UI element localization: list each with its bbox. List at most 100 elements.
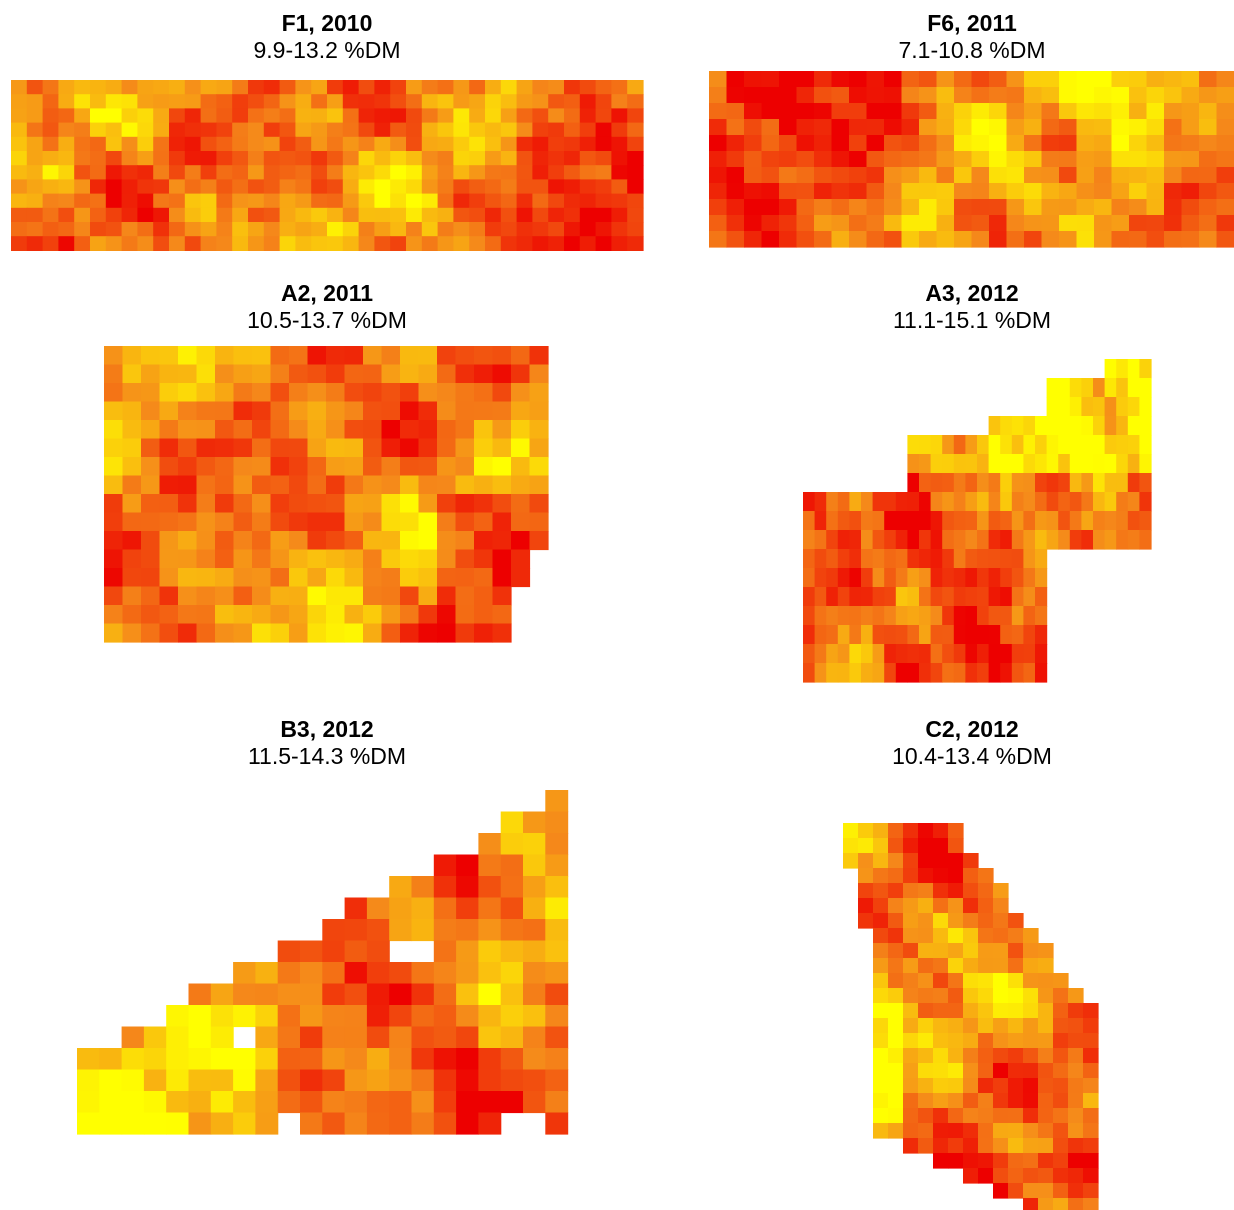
f1-cell: [90, 207, 107, 223]
a2-cell: [178, 586, 198, 606]
f1-cell: [342, 80, 360, 95]
c2-cell: [1053, 1108, 1069, 1124]
a2-cell: [381, 494, 401, 514]
f6-cell: [1199, 103, 1218, 120]
f6-cell: [1024, 231, 1043, 248]
f1-cell: [137, 122, 154, 138]
b3-cell: [389, 962, 413, 985]
a3-cell: [895, 587, 908, 607]
c2-cell: [888, 1003, 904, 1019]
f1-cell: [279, 165, 296, 180]
f1-cell: [216, 193, 233, 209]
c2-cell: [858, 898, 874, 914]
f6-cell: [866, 231, 885, 248]
f6-cell: [971, 167, 990, 184]
a3-cell: [803, 549, 816, 569]
a2-cell: [233, 568, 253, 588]
f6-cell: [709, 103, 728, 120]
a3-cell: [942, 568, 955, 588]
c2-cell: [1008, 1138, 1024, 1154]
f6-cell: [726, 71, 745, 88]
a2-cell: [529, 401, 549, 421]
f1-cell: [421, 94, 439, 109]
a2-cell: [122, 512, 142, 532]
a2-cell: [418, 605, 438, 625]
f1-cell: [516, 80, 533, 95]
a2-cell: [455, 420, 475, 440]
c2-cell: [1053, 1063, 1069, 1079]
f1-cell: [500, 136, 518, 152]
a3-cell: [1000, 416, 1013, 436]
f6-cell: [1111, 135, 1130, 152]
f6-cell: [866, 167, 885, 184]
f1-cell: [90, 136, 107, 152]
a3-cell: [953, 606, 966, 626]
a2-cell: [141, 364, 161, 384]
f1-cell: [469, 207, 486, 223]
f1-cell: [248, 179, 265, 195]
f1-cell: [421, 108, 439, 124]
a2-cell: [307, 364, 327, 384]
f1-cell: [579, 207, 597, 223]
f1-cell: [121, 222, 138, 237]
a3-cell: [930, 663, 943, 683]
f1-cell: [406, 207, 423, 223]
f6-cell: [831, 183, 850, 200]
a2-cell: [418, 549, 438, 569]
b3-cell: [411, 897, 435, 920]
c2-cell: [1023, 958, 1039, 974]
b3-cell: [389, 983, 413, 1006]
a3-cell: [942, 606, 955, 626]
a2-cell: [400, 586, 420, 606]
a2-cell: [418, 494, 438, 514]
f1-cell: [232, 151, 249, 166]
a2-cell: [455, 364, 475, 384]
f1-cell: [58, 94, 75, 109]
f1-cell: [358, 122, 375, 138]
f1-cell: [564, 236, 581, 251]
b3-cell: [500, 919, 524, 942]
a3-cell: [907, 435, 920, 455]
a2-cell: [400, 605, 420, 625]
c2-cell: [948, 913, 964, 929]
f1-cell: [342, 122, 360, 138]
f1-cell: [279, 151, 296, 166]
a3-cell: [895, 568, 908, 588]
a2-cell: [159, 623, 179, 643]
c2-cell: [1023, 1063, 1039, 1079]
c2-cell: [1083, 1033, 1099, 1049]
a2-cell: [344, 475, 364, 495]
f1-cell: [279, 136, 296, 152]
f6-cell: [796, 183, 815, 200]
f1-cell: [184, 136, 202, 152]
a3-cell: [837, 492, 850, 512]
c2-cell: [888, 853, 904, 869]
f1-cell: [453, 179, 470, 195]
a3-cell: [988, 416, 1001, 436]
c2-cell: [978, 928, 994, 944]
a2-cell: [159, 346, 179, 366]
f6-cell: [1041, 119, 1060, 136]
b3-cell: [433, 1048, 457, 1071]
f6-cell: [1216, 167, 1234, 184]
a3-cell: [1093, 416, 1106, 436]
c2-cell: [1038, 1063, 1054, 1079]
f1-cell: [311, 151, 328, 166]
f1-cell: [105, 94, 123, 109]
f6-cell: [1199, 215, 1218, 232]
b3-cell: [366, 1026, 390, 1049]
f1-cell: [374, 94, 391, 109]
a2-cell: [270, 346, 290, 366]
a2-cell: [196, 586, 216, 606]
c2-cell: [993, 958, 1009, 974]
f1-cell: [374, 108, 391, 124]
f1-cell: [358, 136, 375, 152]
c2-cell: [978, 1033, 994, 1049]
f1-cell: [453, 108, 470, 124]
f1-cell: [421, 151, 439, 166]
a2-cell: [104, 512, 124, 532]
b3-cell: [344, 983, 368, 1006]
a2-cell: [178, 531, 198, 551]
c2-cell: [1083, 1078, 1099, 1094]
f6-cell: [744, 151, 763, 168]
